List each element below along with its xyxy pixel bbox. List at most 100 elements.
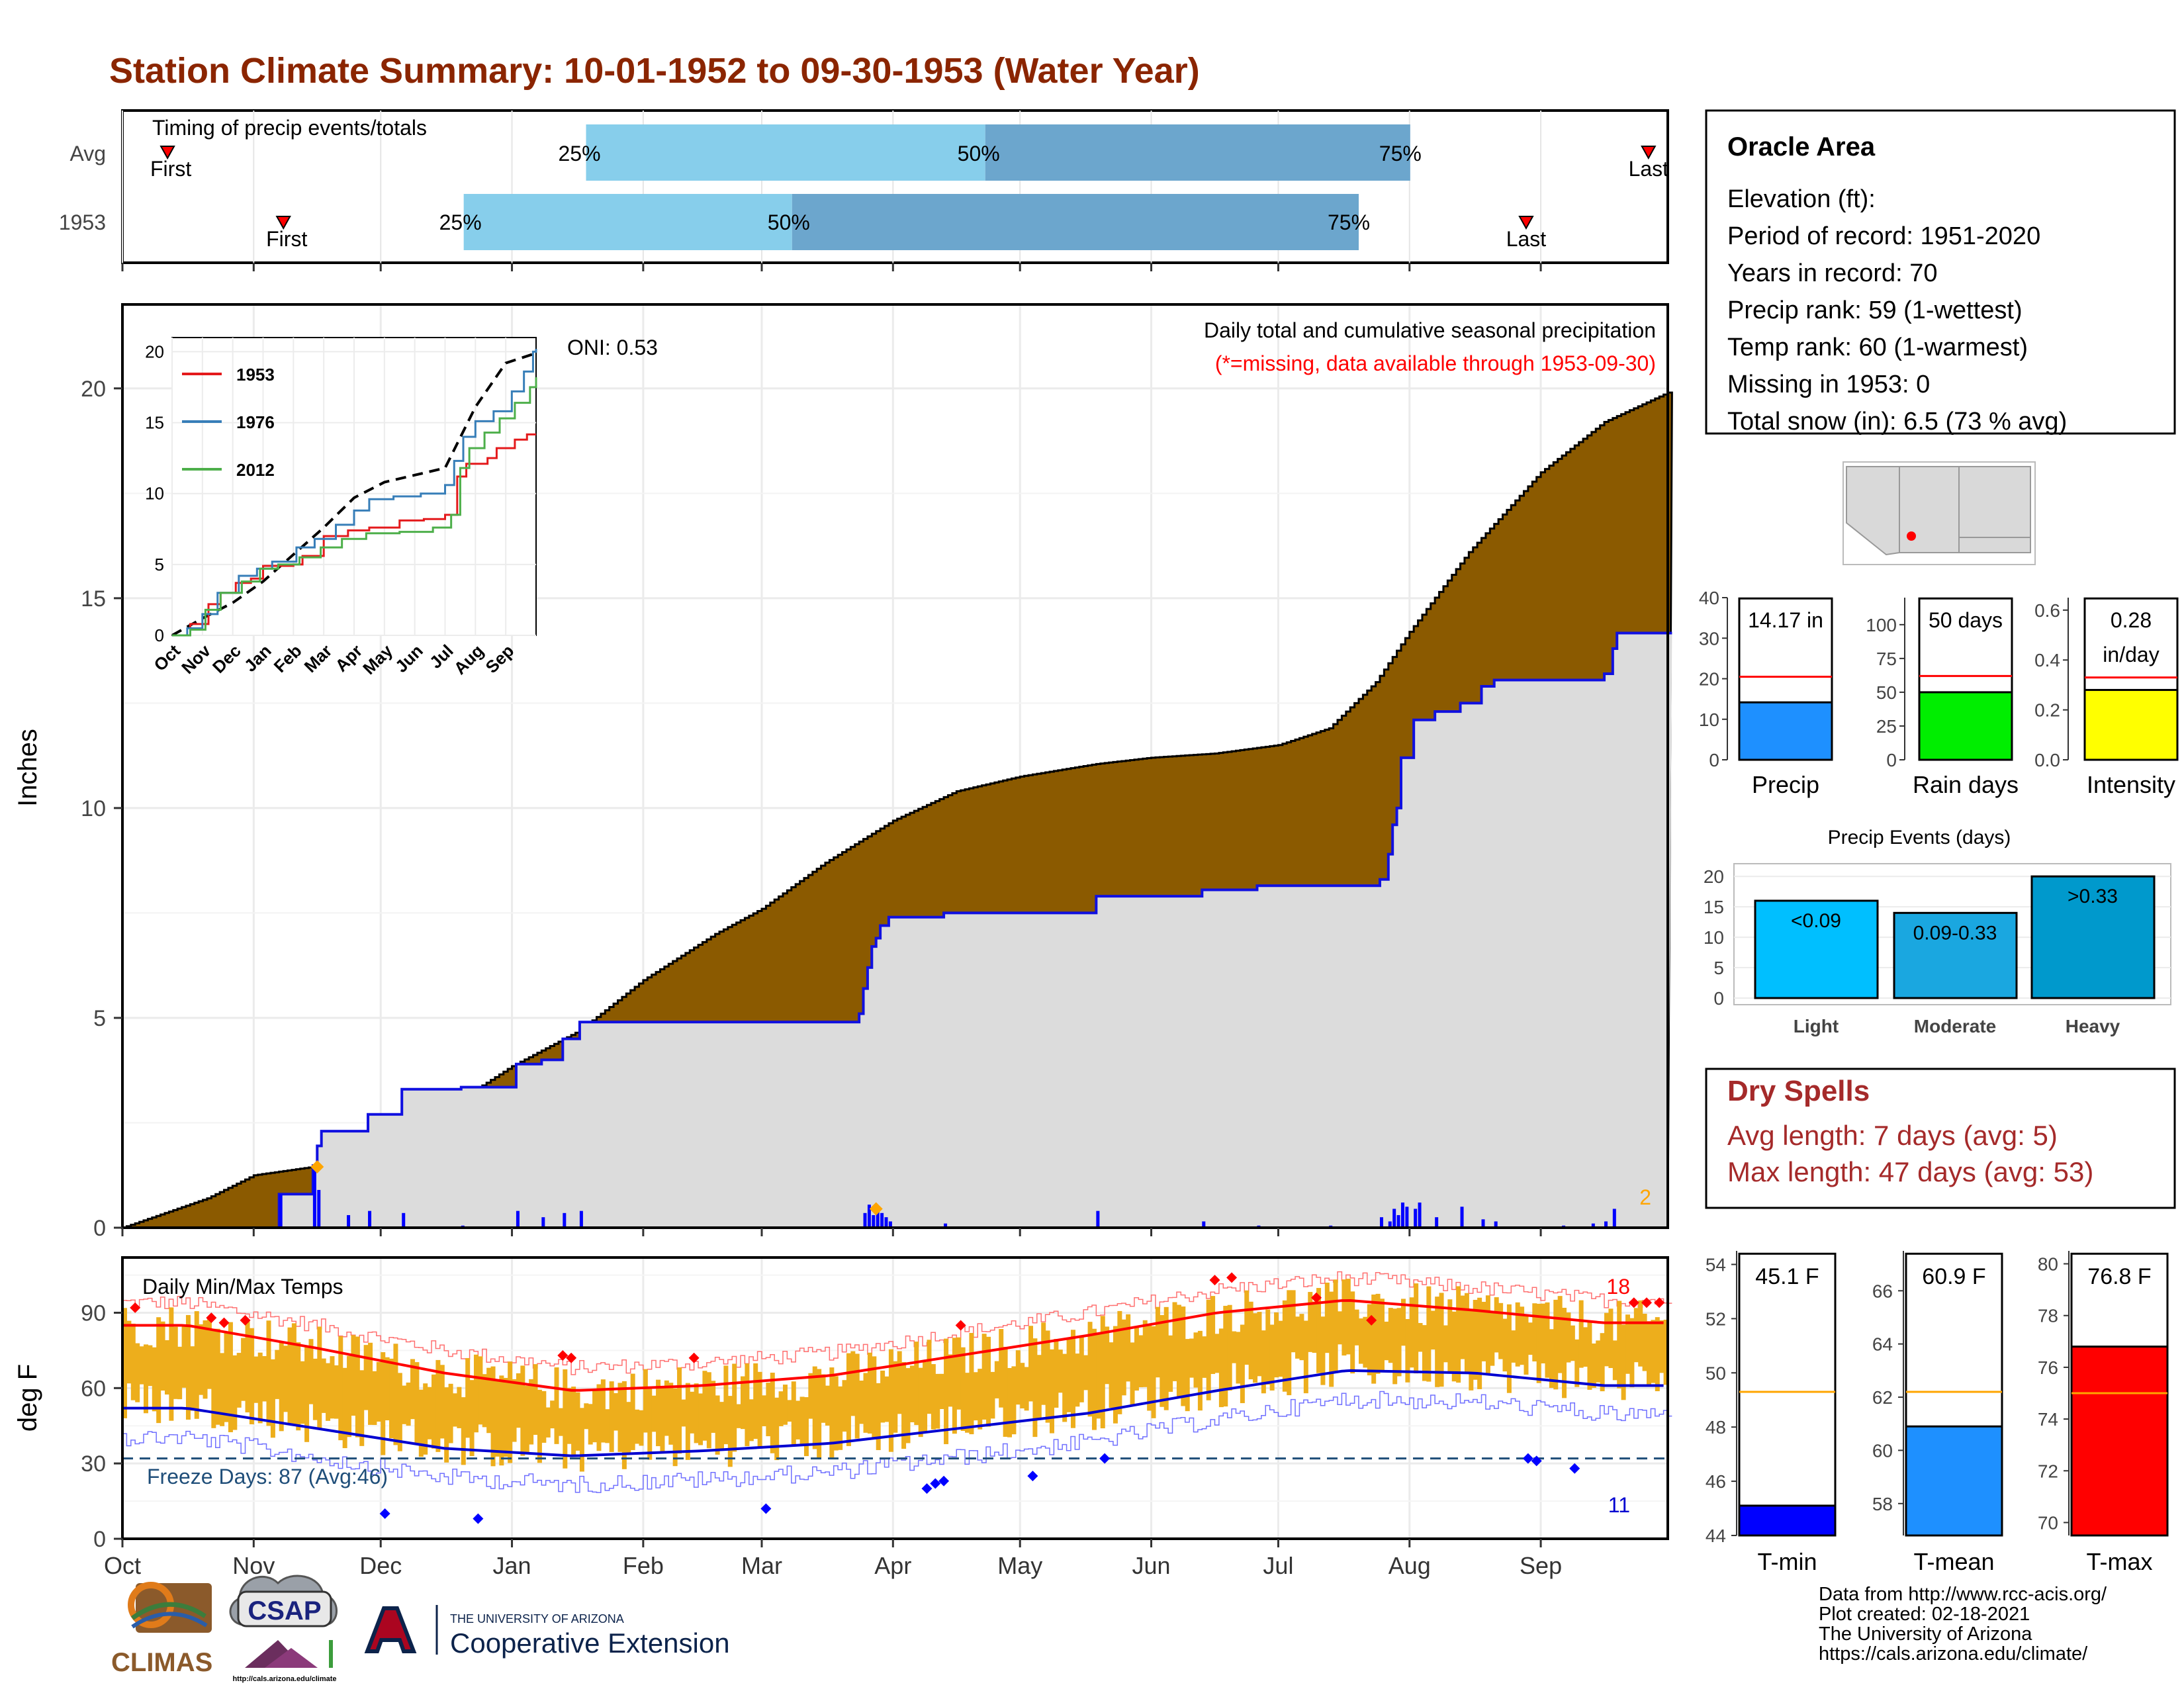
daily-temp-bar xyxy=(1015,1350,1021,1405)
daily-temp-bar xyxy=(923,1361,928,1432)
timing-row-avg-label: Avg xyxy=(69,142,106,165)
events-ytick-label: 10 xyxy=(1704,927,1724,948)
month-label: Apr xyxy=(874,1552,911,1579)
daily-temp-bar xyxy=(516,1373,521,1428)
daily-temp-bar xyxy=(960,1347,966,1432)
daily-temp-bar xyxy=(1032,1338,1038,1438)
footer-university: The University of Arizona xyxy=(1819,1623,2032,1645)
daily-temp-bar xyxy=(1633,1308,1639,1363)
daily-temp-bar xyxy=(423,1383,428,1455)
daily-temp-bar xyxy=(130,1323,136,1400)
summary-ytick-label: 40 xyxy=(1699,588,1719,608)
daily-temp-bar xyxy=(1625,1314,1631,1374)
info-period: Period of record: 1951-2020 xyxy=(1727,222,2040,250)
daily-temp-bar xyxy=(283,1346,289,1412)
daily-temp-bar xyxy=(635,1409,640,1444)
daily-temp-bar xyxy=(1520,1306,1525,1365)
summary-ytick-label: 10 xyxy=(1699,709,1719,730)
daily-precip-bar xyxy=(1494,1221,1498,1228)
precip-ytick-label: 0 xyxy=(93,1216,106,1241)
daily-temp-bar xyxy=(791,1381,796,1445)
daily-temp-bar xyxy=(381,1352,386,1455)
daily-temperature-bars xyxy=(122,1279,1668,1472)
daily-temp-bar xyxy=(245,1319,250,1413)
timing-avg-first-label: First xyxy=(150,157,191,181)
daily-temp-bar xyxy=(1218,1328,1224,1408)
daily-temp-bar xyxy=(478,1356,483,1425)
daily-temp-bar xyxy=(1172,1302,1177,1381)
daily-temp-bar xyxy=(668,1383,674,1445)
info-elevation: Elevation (ft): xyxy=(1727,185,1876,213)
tmin-record-marker-icon xyxy=(1522,1453,1533,1464)
daily-temp-bar xyxy=(850,1351,856,1416)
daily-temp-bar xyxy=(330,1356,335,1419)
daily-temp-bar xyxy=(296,1342,301,1431)
station-name: Oracle Area xyxy=(1727,132,1876,161)
daily-temp-bar xyxy=(939,1373,944,1409)
daily-temp-bar xyxy=(579,1408,584,1472)
daily-temp-bar xyxy=(1126,1314,1131,1382)
events-category-label: Moderate xyxy=(1914,1016,1996,1036)
daily-temp-bar xyxy=(1070,1330,1075,1428)
daily-temp-bar xyxy=(719,1402,725,1451)
svg-text:60.9 F: 60.9 F xyxy=(1922,1264,1985,1289)
summary-ytick-label: 0.4 xyxy=(2034,650,2060,670)
daily-precip-bar xyxy=(1481,1219,1485,1228)
svg-text:in/day: in/day xyxy=(2103,643,2159,666)
temp-summary-ytick-label: 74 xyxy=(2038,1409,2058,1430)
daily-temp-bar xyxy=(376,1361,381,1422)
daily-temp-bar xyxy=(1160,1314,1165,1407)
daily-precip-bar xyxy=(1414,1209,1418,1228)
daily-precip-bar xyxy=(1405,1207,1409,1228)
daily-temp-bar xyxy=(1206,1299,1211,1400)
daily-temp-bar xyxy=(363,1345,369,1410)
events-bar-light xyxy=(1754,899,1879,999)
daily-temp-bar xyxy=(1303,1320,1308,1394)
location-map xyxy=(1843,461,2036,565)
timing-year-late-bar xyxy=(792,194,1359,250)
footer-url: https://cals.arizona.edu/climate/ xyxy=(1819,1643,2088,1665)
daily-temp-bar xyxy=(1490,1312,1495,1366)
daily-temp-bar xyxy=(1193,1332,1199,1388)
daily-temp-bar xyxy=(1578,1300,1584,1368)
inset-series-2012 xyxy=(172,377,537,637)
daily-temp-bar xyxy=(1121,1319,1126,1396)
tmin-record-marker-icon xyxy=(379,1508,390,1520)
daily-temp-bar xyxy=(1527,1322,1533,1355)
daily-precip-bar xyxy=(1396,1214,1400,1228)
daily-temp-bar xyxy=(630,1373,635,1450)
summary-ytick-label: 50 xyxy=(1876,682,1897,703)
daily-temp-bar xyxy=(1138,1335,1144,1388)
daily-temp-bar xyxy=(1320,1316,1326,1385)
tmax-record-marker-icon xyxy=(557,1349,569,1361)
daily-precip-bar xyxy=(880,1212,884,1228)
missing-note: (*=missing, data available through 1953-… xyxy=(1215,351,1656,375)
daily-temp-bar xyxy=(503,1377,508,1457)
csap-logo-text: CSAP xyxy=(248,1596,321,1625)
daily-precip-bar xyxy=(312,1167,316,1228)
daily-temp-bar xyxy=(444,1387,449,1463)
daily-temp-bar xyxy=(206,1318,212,1389)
daily-temp-bar xyxy=(706,1372,711,1449)
daily-precip-bar xyxy=(1435,1217,1439,1228)
daily-temp-bar xyxy=(236,1353,242,1408)
daily-temp-bar xyxy=(541,1391,547,1443)
tmin-record-marker-icon xyxy=(921,1483,933,1494)
summary-ytick-label: 0 xyxy=(1709,750,1719,770)
temperature-summary-bars: 45.1 F T-min 60.9 F T-mean 76.8 F T-max … xyxy=(1706,1251,2169,1575)
svg-text:T-min: T-min xyxy=(1758,1548,1817,1575)
daily-temp-bar xyxy=(1638,1300,1643,1367)
daily-temp-bar xyxy=(1261,1330,1266,1394)
info-years: Years in record: 70 xyxy=(1727,259,1938,287)
daily-temp-bar xyxy=(626,1402,631,1455)
avg-tmax-line xyxy=(122,1299,1664,1392)
daily-temp-bar xyxy=(494,1379,500,1457)
tmax-record-marker-icon xyxy=(130,1302,141,1313)
daily-temp-bar xyxy=(803,1397,809,1457)
daily-temp-bar xyxy=(999,1328,1004,1408)
daily-temp-bar xyxy=(1600,1333,1605,1392)
daily-temp-bar xyxy=(812,1366,817,1449)
daily-temp-bar xyxy=(126,1320,132,1384)
daily-temp-bar xyxy=(842,1380,847,1432)
daily-temp-bar xyxy=(863,1373,868,1433)
